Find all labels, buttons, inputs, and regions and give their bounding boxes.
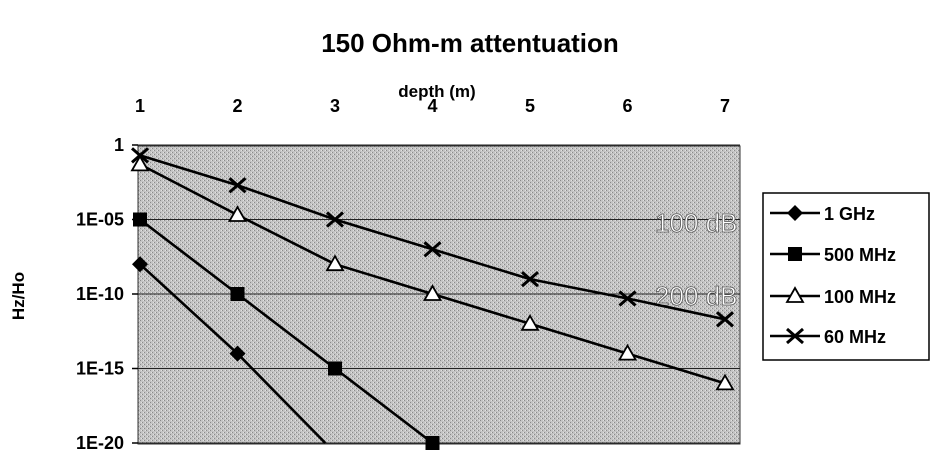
legend: 1 GHz 500 MHz 100 MHz 60 MHz bbox=[770, 204, 896, 347]
y-tick-label: 1E-10 bbox=[76, 284, 124, 304]
data-point bbox=[133, 212, 147, 227]
x-tick-label: 7 bbox=[720, 96, 730, 116]
data-point bbox=[423, 241, 442, 258]
annotation-100db: 100 dB bbox=[655, 208, 737, 238]
data-point bbox=[132, 256, 148, 273]
data-point bbox=[130, 154, 150, 172]
x-tick-label: 4 bbox=[427, 96, 437, 116]
data-point bbox=[230, 287, 245, 301]
legend-marker bbox=[787, 205, 803, 221]
legend-label: 60 MHz bbox=[824, 327, 886, 347]
data-point bbox=[425, 436, 440, 450]
x-axis-title: depth (m) bbox=[398, 82, 475, 101]
x-tick-label: 1 bbox=[135, 96, 145, 116]
data-point bbox=[229, 345, 246, 362]
x-tick-label: 2 bbox=[232, 96, 242, 116]
data-point bbox=[716, 311, 734, 328]
x-tick-label: 6 bbox=[622, 96, 632, 116]
series-100-mhz bbox=[130, 154, 735, 391]
chart-title: 150 Ohm-m attentuation bbox=[321, 28, 619, 58]
data-point bbox=[328, 361, 342, 376]
series-1-ghz bbox=[132, 256, 327, 444]
data-point bbox=[618, 290, 637, 307]
annotation-200db: 200 dB bbox=[655, 281, 737, 311]
grid-lines bbox=[138, 144, 740, 444]
data-point bbox=[131, 147, 149, 164]
data-point bbox=[228, 177, 247, 194]
data-point bbox=[325, 254, 345, 272]
x-axis-ticks: 1 2 3 4 5 6 7 bbox=[135, 96, 730, 116]
legend-marker bbox=[785, 286, 805, 303]
y-axis-ticks: 1 1E-05 1E-10 1E-15 1E-20 bbox=[76, 135, 138, 453]
data-point bbox=[520, 313, 540, 331]
legend-item-500-mhz: 500 MHz bbox=[770, 245, 896, 265]
x-tick-label: 3 bbox=[330, 96, 340, 116]
series-60-mhz bbox=[131, 147, 734, 328]
data-point bbox=[715, 373, 735, 391]
legend-label: 100 MHz bbox=[824, 287, 896, 307]
legend-label: 1 GHz bbox=[824, 204, 875, 224]
y-tick-label: 1E-20 bbox=[76, 433, 124, 453]
y-axis-title: Hz/Ho bbox=[9, 272, 28, 320]
data-point bbox=[422, 284, 443, 301]
legend-item-1-ghz: 1 GHz bbox=[770, 204, 875, 224]
series-line bbox=[139, 218, 434, 445]
x-tick-label: 5 bbox=[525, 96, 535, 116]
data-point bbox=[617, 343, 638, 361]
legend-item-60-mhz: 60 MHz bbox=[770, 327, 886, 347]
series-group bbox=[130, 147, 735, 450]
data-point bbox=[521, 270, 539, 288]
legend-item-100-mhz: 100 MHz bbox=[770, 286, 896, 307]
data-point bbox=[326, 211, 344, 228]
legend-label: 500 MHz bbox=[824, 245, 896, 265]
y-tick-label: 1 bbox=[114, 135, 124, 155]
legend-marker bbox=[786, 327, 804, 345]
series-500-mhz bbox=[133, 212, 440, 450]
data-point bbox=[227, 205, 248, 222]
y-tick-label: 1E-15 bbox=[76, 359, 124, 379]
y-tick-label: 1E-05 bbox=[76, 210, 124, 230]
legend-marker bbox=[788, 247, 802, 261]
